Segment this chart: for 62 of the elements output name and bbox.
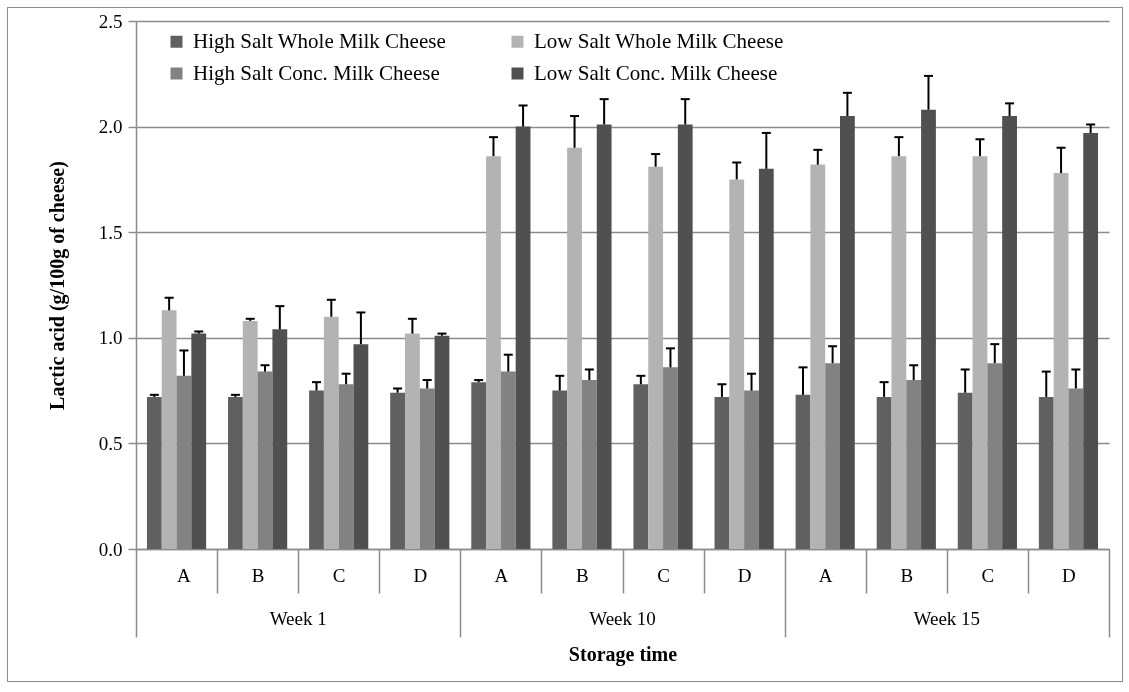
x-tick-label: A <box>177 564 192 586</box>
bar <box>1002 116 1017 549</box>
bar <box>957 392 973 549</box>
bar <box>146 396 162 549</box>
bar <box>1083 132 1099 549</box>
y-axis-title: Lactic acid (g/100g of cheese) <box>45 161 69 410</box>
x-axis-title: Storage time <box>568 642 678 666</box>
bar <box>810 164 826 549</box>
bar <box>323 316 339 549</box>
bar <box>471 382 487 549</box>
bar <box>795 394 811 549</box>
bar <box>1038 396 1054 549</box>
bar <box>242 320 258 549</box>
bar <box>353 344 369 549</box>
bar <box>972 156 988 549</box>
bar <box>486 156 501 549</box>
bar <box>191 333 207 549</box>
y-tick-label: 1.0 <box>98 327 123 349</box>
y-tick-label: 0.0 <box>98 538 123 560</box>
bar <box>309 390 324 549</box>
x-tick-label: C <box>981 564 995 586</box>
bar <box>161 310 177 549</box>
bar <box>714 396 730 549</box>
y-tick-label: 2.5 <box>98 10 123 32</box>
x-tick-label: D <box>413 564 428 586</box>
x-tick-label: D <box>1062 564 1076 586</box>
bar <box>596 124 612 549</box>
bar <box>891 156 907 549</box>
x-tick-label: A <box>818 564 833 586</box>
bar <box>648 166 664 549</box>
bar <box>434 335 450 549</box>
text: Week 10 <box>589 608 656 629</box>
bar <box>758 168 774 549</box>
bar <box>921 109 936 549</box>
bar <box>272 329 288 549</box>
legend-label: High Salt Conc. Milk Cheese <box>193 60 440 85</box>
y-tick-label: 1.5 <box>98 221 123 243</box>
text: Week 15 <box>913 608 981 629</box>
bar <box>567 147 582 549</box>
y-tick-label: 2.0 <box>98 116 123 138</box>
legend-label: Low Salt Conc. Milk Cheese <box>534 60 778 85</box>
bar <box>677 124 693 549</box>
x-tick-label: C <box>657 564 670 586</box>
x-tick-label: B <box>251 564 265 586</box>
bar <box>515 126 531 549</box>
bar <box>1053 173 1069 549</box>
bar <box>876 396 892 549</box>
bar <box>633 384 649 549</box>
bar <box>840 116 855 549</box>
x-tick-label: B <box>576 564 589 586</box>
bar <box>729 179 745 549</box>
legend-label: High Salt Whole Milk Cheese <box>193 28 446 53</box>
bar <box>552 390 568 549</box>
text: Week 1 <box>269 608 327 629</box>
legend-label: Low Salt Whole Milk Cheese <box>534 28 784 53</box>
bar <box>404 333 420 549</box>
x-tick-label: D <box>737 564 752 586</box>
y-tick-label: 0.5 <box>98 432 123 454</box>
x-tick-label: C <box>332 564 346 586</box>
x-tick-label: B <box>900 564 914 586</box>
bar <box>228 396 243 549</box>
x-tick-label: A <box>494 564 509 586</box>
